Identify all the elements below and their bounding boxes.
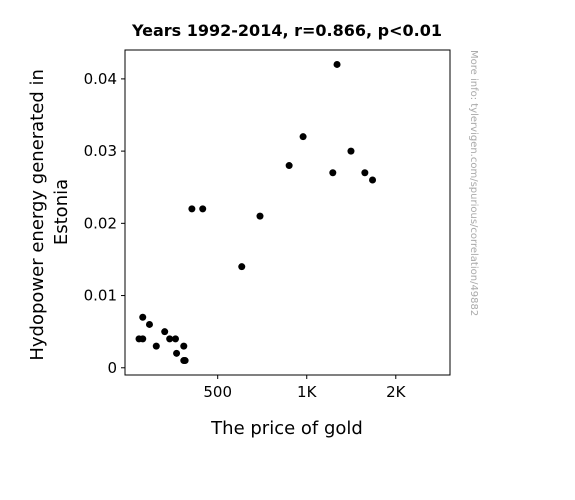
- data-point: [347, 147, 355, 155]
- data-point: [161, 328, 169, 336]
- data-point: [256, 212, 264, 220]
- y-tick-label: 0.02: [84, 214, 117, 232]
- y-axis-label: Hydopower energy generated in Estonia: [27, 63, 72, 360]
- data-point: [139, 313, 147, 321]
- plot-frame: [124, 49, 451, 376]
- y-tick-label: 0: [107, 359, 117, 377]
- data-point: [166, 335, 174, 343]
- data-point: [135, 335, 143, 343]
- data-point: [152, 342, 160, 350]
- data-point: [361, 169, 369, 177]
- y-axis-ticks: 0 0.01 0.02 0.03 0.04: [84, 70, 125, 377]
- data-points: [135, 60, 377, 365]
- x-axis-ticks: 500 1K 2K: [203, 375, 407, 401]
- data-point: [173, 349, 181, 357]
- data-point: [238, 263, 246, 271]
- data-point: [188, 205, 196, 213]
- data-point: [171, 335, 179, 343]
- watermark-text: More info: tylervigen.com/spurious/corre…: [468, 50, 479, 316]
- y-axis-label-line-2: Estonia: [51, 179, 72, 245]
- x-tick-label: 1K: [297, 383, 318, 401]
- data-point: [181, 357, 189, 365]
- data-point: [329, 169, 337, 177]
- data-point: [369, 176, 377, 184]
- x-axis-label: The price of gold: [210, 418, 363, 439]
- data-point: [145, 320, 153, 328]
- data-point: [285, 162, 293, 170]
- y-tick-label: 0.04: [84, 70, 117, 88]
- chart-title: Years 1992-2014, r=0.866, p<0.01: [131, 21, 442, 40]
- y-tick-label: 0.03: [84, 142, 117, 160]
- data-point: [199, 205, 207, 213]
- plot-area: 500 1K 2K 0 0.01 0.02 0.03 0.04: [84, 49, 451, 401]
- data-point: [299, 133, 307, 141]
- y-axis-label-line-1: Hydopower energy generated in: [27, 69, 48, 361]
- y-tick-label: 0.01: [84, 287, 117, 305]
- x-tick-label: 2K: [386, 383, 407, 401]
- x-tick-label: 500: [203, 383, 232, 401]
- data-point: [333, 60, 341, 68]
- data-point: [180, 342, 188, 350]
